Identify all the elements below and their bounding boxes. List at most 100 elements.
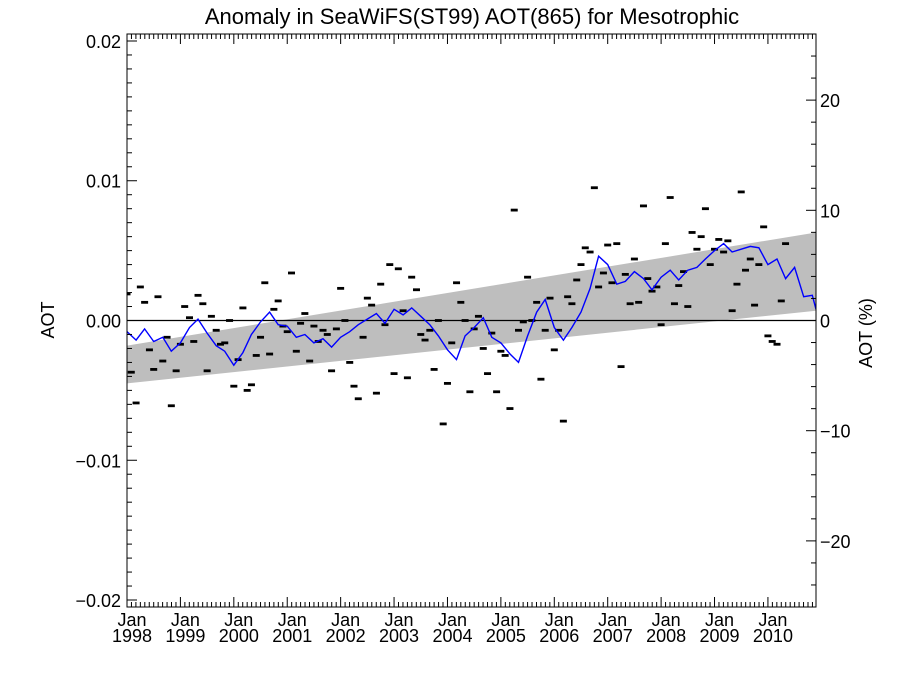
anomaly-point <box>439 422 447 426</box>
anomaly-point <box>741 268 749 272</box>
y2-axis-label: AOT (%) <box>856 298 876 368</box>
anomaly-point <box>635 300 643 304</box>
anomaly-point <box>701 207 709 211</box>
anomaly-point <box>595 285 603 289</box>
anomaly-point <box>680 270 688 273</box>
anomaly-point <box>608 281 616 285</box>
anomaly-point <box>363 296 371 300</box>
x-tick-month-label: Jan <box>385 610 414 630</box>
anomaly-point <box>581 246 589 250</box>
anomaly-point <box>661 242 669 246</box>
anomaly-point <box>403 376 411 380</box>
anomaly-point <box>306 359 314 363</box>
anomaly-point <box>434 319 442 322</box>
anomaly-point <box>715 238 723 241</box>
anomaly-point <box>466 390 474 394</box>
anomaly-point <box>550 348 558 352</box>
anomaly-point <box>226 319 234 322</box>
anomaly-point <box>199 302 207 306</box>
anomaly-point <box>630 257 638 261</box>
anomaly-point <box>412 288 420 292</box>
x-tick-year-label: 2005 <box>486 626 526 646</box>
anomaly-point <box>150 368 158 371</box>
anomaly-point <box>346 361 354 364</box>
axes: −0.02−0.010.000.010.02−20−1001020Jan1998… <box>75 32 850 646</box>
anomaly-point <box>751 303 759 307</box>
anomaly-point <box>474 314 482 318</box>
anomaly-point <box>212 328 220 332</box>
x-tick-month-label: Jan <box>758 610 787 630</box>
anomaly-point <box>145 348 153 352</box>
anomaly-point <box>243 388 251 392</box>
anomaly-point <box>484 372 492 376</box>
anomaly-point <box>154 295 162 299</box>
anomaly-point <box>733 282 741 286</box>
anomaly-point <box>639 204 647 208</box>
anomaly-point <box>621 272 629 276</box>
x-tick-year-label: 2003 <box>379 626 419 646</box>
anomaly-point <box>417 333 425 336</box>
anomaly-point <box>453 281 461 285</box>
anomaly-point <box>221 341 229 345</box>
anomaly-point <box>773 342 781 346</box>
plot-content <box>127 186 816 426</box>
anomaly-point <box>301 312 309 315</box>
anomaly-point <box>127 370 135 374</box>
x-tick-year-label: 1999 <box>165 626 205 646</box>
anomaly-point <box>216 342 224 346</box>
anomaly-point <box>488 331 496 335</box>
anomaly-point <box>430 368 438 371</box>
anomaly-point <box>506 407 514 410</box>
anomaly-point <box>559 419 567 423</box>
anomaly-point <box>697 235 705 239</box>
anomaly-point <box>270 307 278 311</box>
y2-tick-label: 10 <box>820 201 840 221</box>
anomaly-point <box>541 328 549 332</box>
anomaly-point <box>310 324 318 328</box>
anomaly-point <box>666 196 674 199</box>
x-tick-month-label: Jan <box>438 610 467 630</box>
anomaly-point <box>167 404 175 408</box>
anomaly-point <box>443 381 451 385</box>
anomaly-point <box>203 369 211 373</box>
anomaly-point <box>337 286 345 290</box>
anomaly-point <box>288 271 296 275</box>
anomaly-point <box>737 190 745 194</box>
anomaly-point <box>599 271 607 275</box>
y-tick-label: −0.01 <box>75 451 121 471</box>
anomaly-point <box>586 250 594 254</box>
anomaly-point <box>510 208 518 212</box>
anomaly-point <box>519 320 527 324</box>
anomaly-point <box>426 328 434 332</box>
anomaly-point <box>711 247 719 251</box>
anomaly-point <box>176 342 184 346</box>
anomaly-point <box>457 300 465 304</box>
anomaly-point <box>297 321 305 325</box>
anomaly-point <box>341 319 349 322</box>
anomaly-point <box>354 397 362 401</box>
y-tick-label: 0.01 <box>86 172 121 192</box>
anomaly-point <box>194 293 202 297</box>
anomaly-point <box>746 257 754 261</box>
x-tick-month-label: Jan <box>171 610 200 630</box>
anomaly-point <box>185 316 193 320</box>
y-tick-label: 0.02 <box>86 32 121 52</box>
anomaly-point <box>653 285 661 289</box>
anomaly-point <box>657 323 665 327</box>
anomaly-point <box>257 335 265 339</box>
anomaly-point <box>670 302 678 306</box>
y-tick-label: −0.02 <box>75 591 121 611</box>
anomaly-point <box>524 275 532 279</box>
anomaly-point <box>292 349 300 353</box>
anomaly-point <box>350 384 358 388</box>
anomaly-point <box>537 377 545 381</box>
anomaly-point <box>693 247 701 251</box>
running-mean-line <box>127 242 816 367</box>
y2-tick-label: 0 <box>820 312 830 332</box>
x-tick-year-label: 2007 <box>593 626 633 646</box>
anomaly-point <box>190 340 198 343</box>
x-tick-year-label: 1998 <box>112 626 152 646</box>
plot-area <box>127 186 816 426</box>
x-tick-month-label: Jan <box>545 610 574 630</box>
x-tick-year-label: 2010 <box>753 626 793 646</box>
